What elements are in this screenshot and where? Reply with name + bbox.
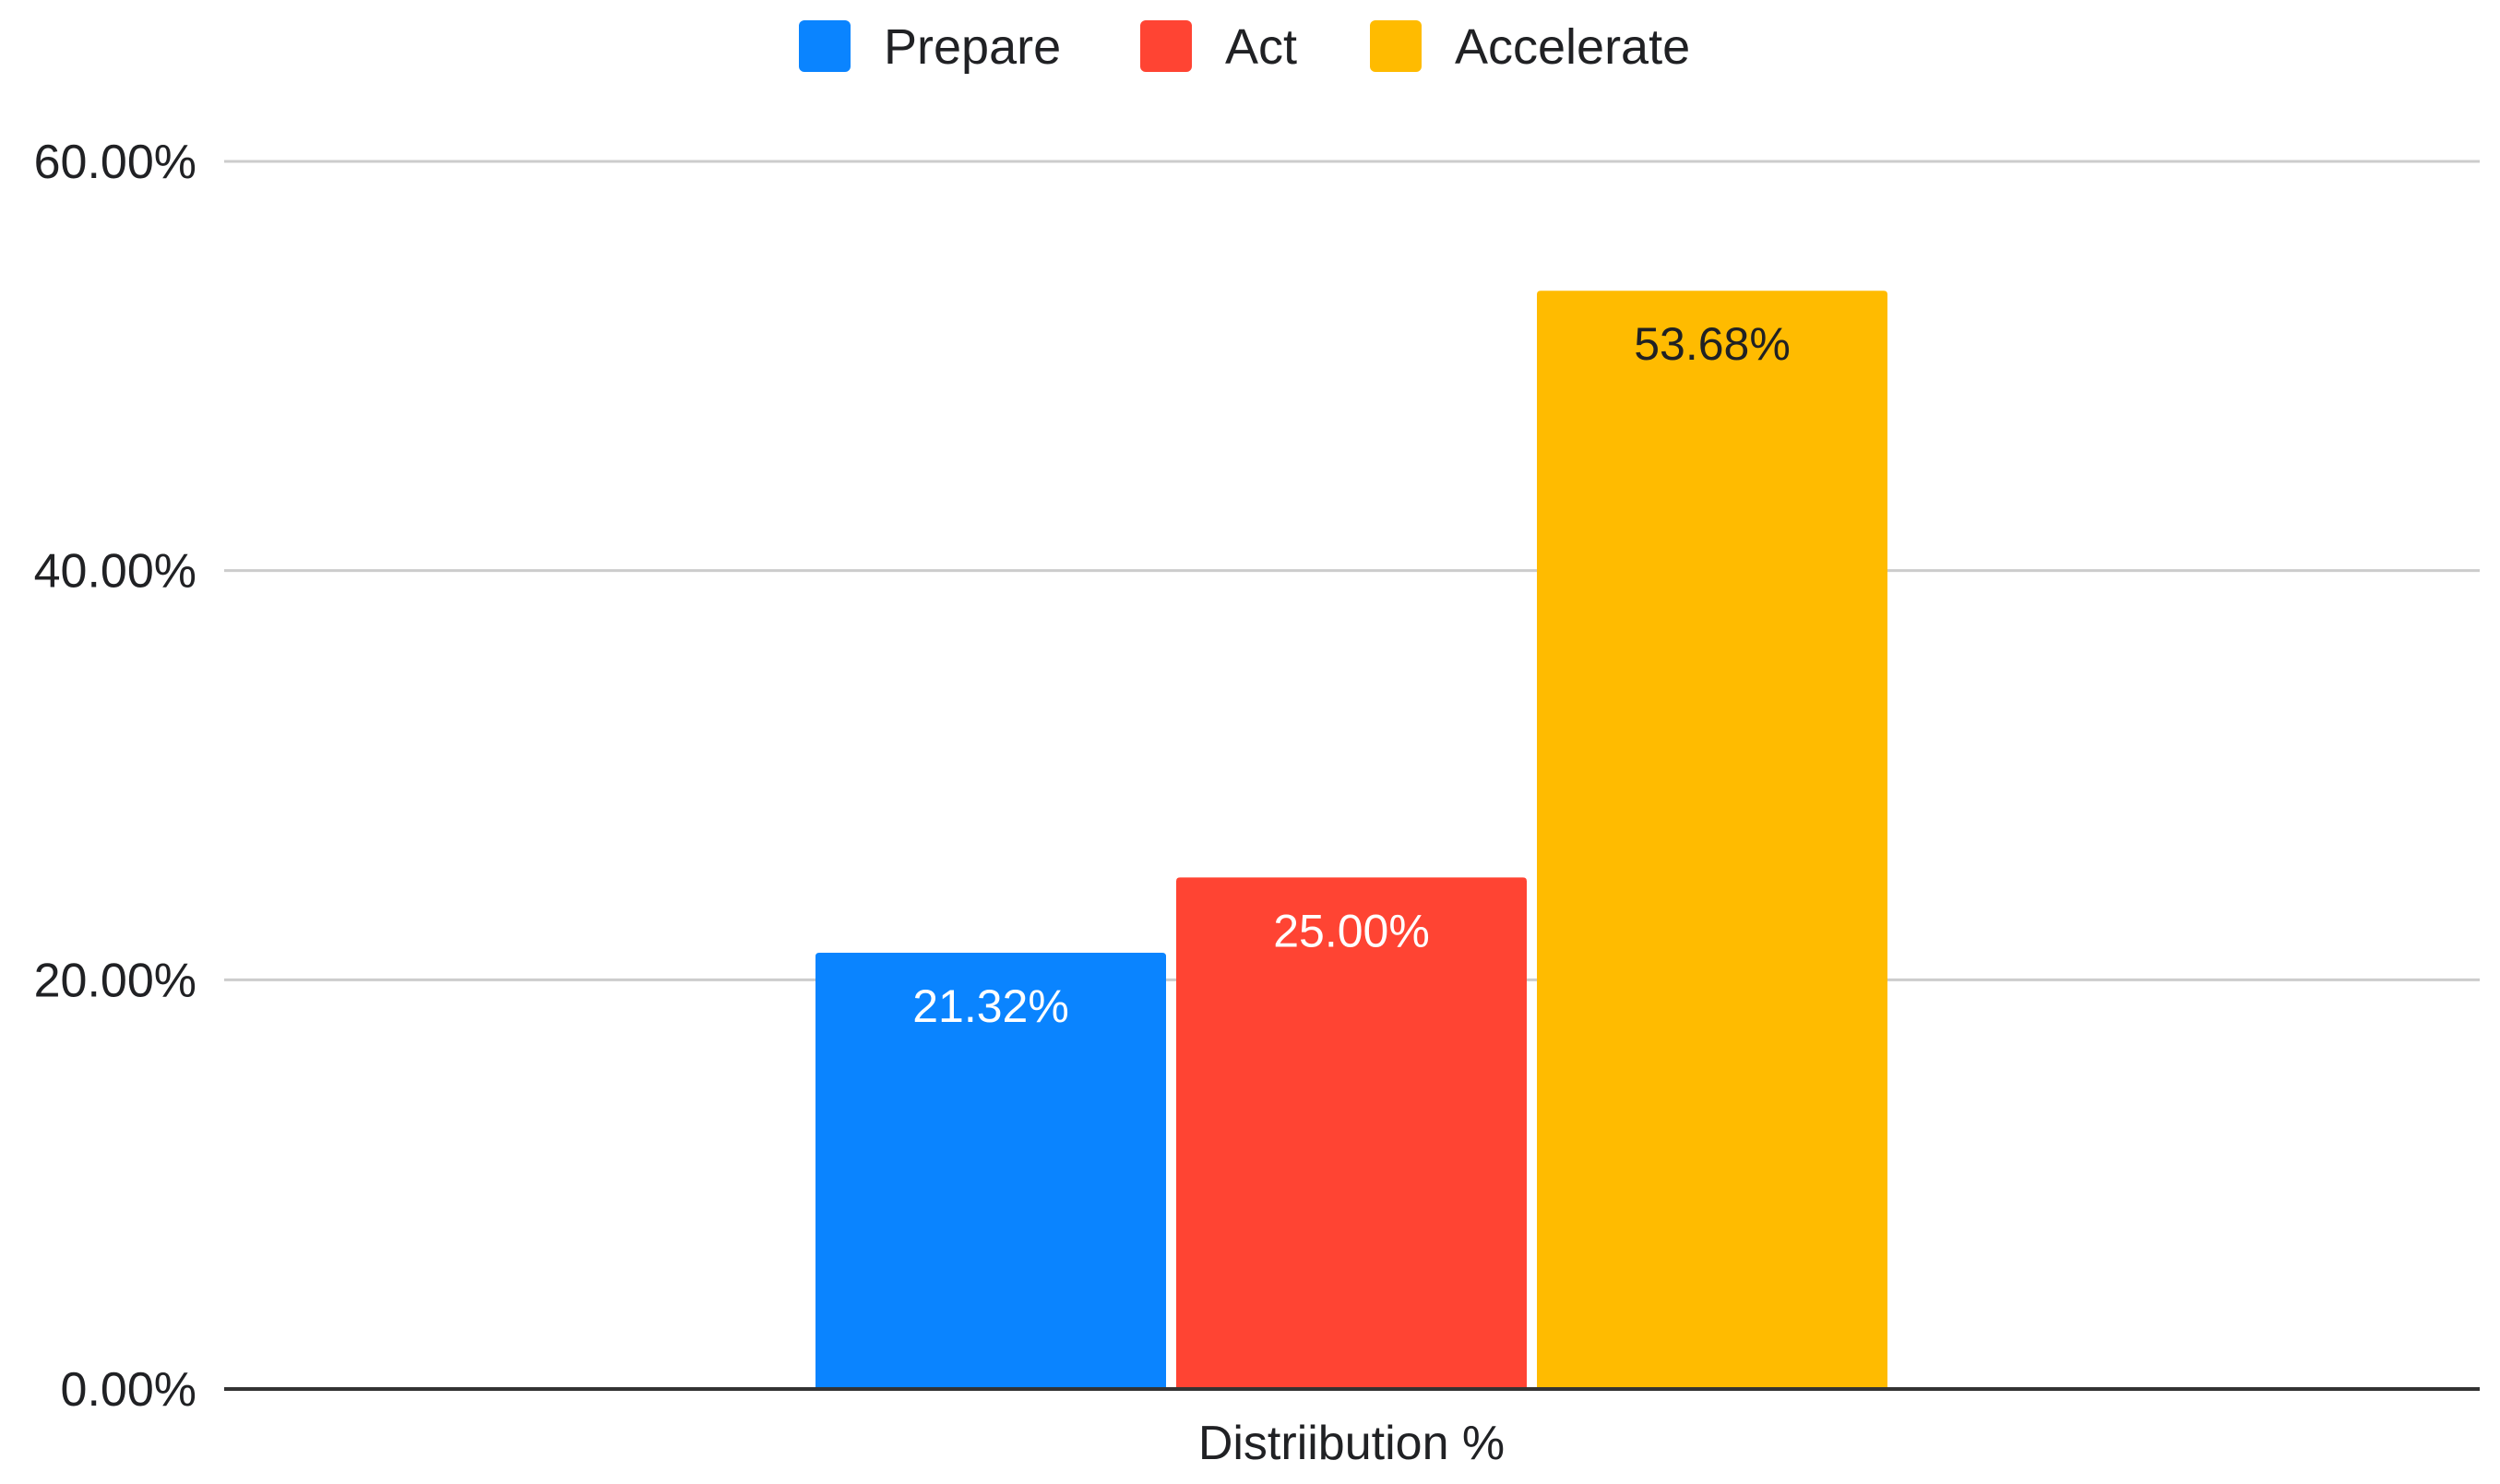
legend: Prepare Act Accelerate — [799, 19, 1690, 75]
y-tick-label: 60.00% — [34, 136, 196, 189]
y-tick-label: 40.00% — [34, 545, 196, 599]
bar-value-labels: 21.32% 25.00% 53.68% — [912, 318, 1791, 1032]
bar-value-label-act: 25.00% — [1273, 905, 1430, 956]
bar-value-label-prepare: 21.32% — [912, 980, 1069, 1032]
gridlines — [224, 160, 2480, 981]
bar-accelerate — [1537, 291, 1887, 1389]
legend-swatch-prepare — [799, 20, 851, 72]
bar-act — [1176, 877, 1527, 1389]
legend-label-act: Act — [1225, 19, 1297, 75]
y-tick-label: 20.00% — [34, 954, 196, 1007]
y-tick-label: 0.00% — [61, 1363, 196, 1417]
legend-label-prepare: Prepare — [884, 19, 1061, 75]
x-axis-category-label: Distriibution % — [1198, 1417, 1505, 1470]
y-axis-tick-labels: 0.00% 20.00% 40.00% 60.00% — [34, 136, 196, 1417]
legend-swatch-accelerate — [1370, 20, 1422, 72]
legend-label-accelerate: Accelerate — [1455, 19, 1690, 75]
bars — [815, 291, 1887, 1389]
legend-swatch-act — [1140, 20, 1192, 72]
bar-value-label-accelerate: 53.68% — [1634, 318, 1791, 370]
bar-prepare — [815, 953, 1166, 1389]
